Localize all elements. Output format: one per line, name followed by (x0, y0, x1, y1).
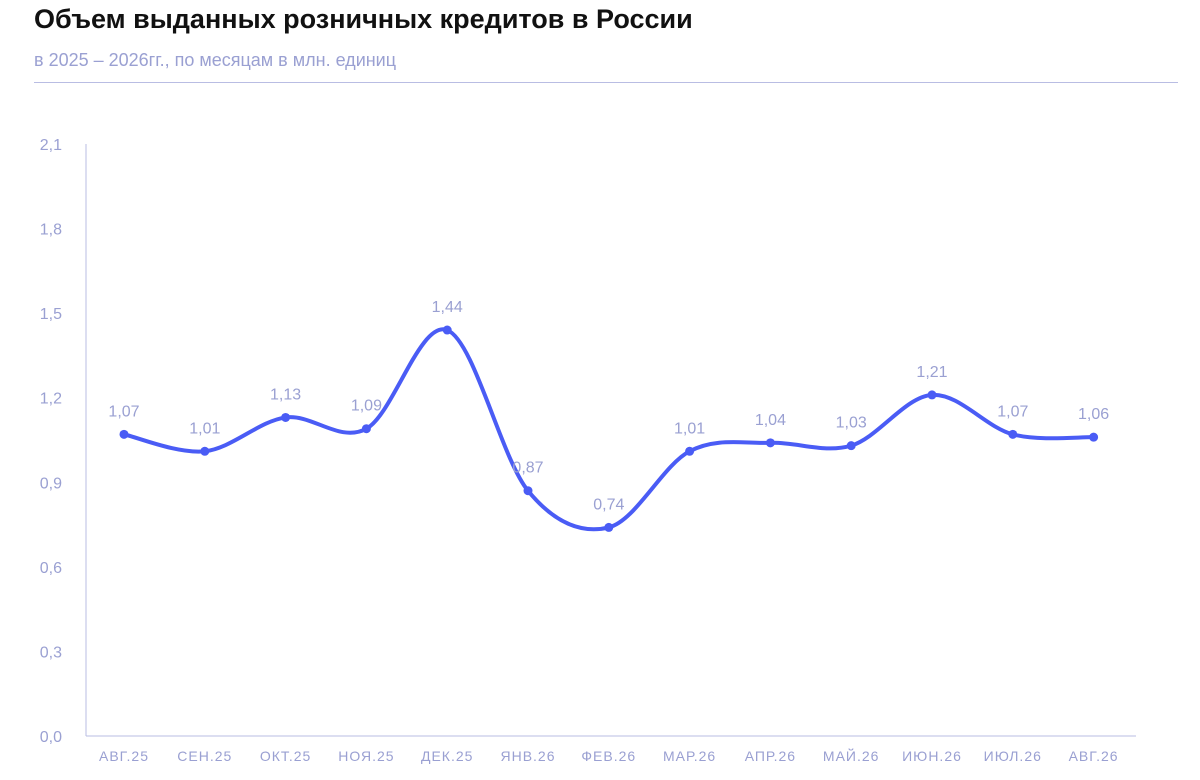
data-point (846, 441, 856, 451)
chart-subtitle: в 2025 – 2026гг., по месяцам в млн. един… (34, 50, 397, 70)
data-points (119, 325, 1099, 532)
x-tick-label: ОКТ.25 (260, 748, 312, 764)
y-axis: 0,0 0,3 0,6 0,9 1,2 1,5 1,8 2,1 (40, 137, 87, 746)
data-label: 1,03 (836, 415, 867, 432)
chart-title: Объем выданных розничных кредитов в Росс… (34, 4, 693, 34)
header-divider (34, 82, 1178, 83)
x-tick-label: МАР.26 (663, 748, 716, 764)
data-label: 1,04 (755, 412, 786, 429)
data-point (765, 438, 775, 448)
x-axis: АВГ.25 СЕН.25 ОКТ.25 НОЯ.25 ДЕК.25 ЯНВ.26 ФЕВ.… (86, 735, 1136, 764)
data-label: 1,44 (432, 299, 463, 316)
data-label: 0,74 (593, 496, 624, 513)
x-tick-label: АВГ.26 (1069, 748, 1119, 764)
data-point (685, 446, 695, 456)
data-label: 0,87 (512, 460, 543, 477)
data-point (442, 325, 452, 335)
y-tick-label: 1,8 (40, 222, 62, 239)
x-tick-label: ЯНВ.26 (500, 748, 555, 764)
x-tick-label: СЕН.25 (177, 748, 232, 764)
data-point (927, 390, 937, 400)
data-point (281, 412, 291, 422)
data-labels: 1,07 1,01 1,13 1,09 1,44 0,87 0,74 1,01 1,04 1,03… (108, 299, 1109, 513)
data-label: 1,21 (916, 364, 947, 381)
x-tick-label: АПР.26 (745, 748, 796, 764)
y-tick-label: 2,1 (40, 137, 62, 154)
data-label: 1,07 (108, 403, 139, 420)
y-tick-label: 1,2 (40, 391, 62, 408)
y-tick-label: 1,5 (40, 306, 62, 323)
data-point (1008, 429, 1018, 439)
data-label: 1,06 (1078, 406, 1109, 423)
data-label: 1,01 (189, 420, 220, 437)
x-tick-label: ИЮН.26 (902, 748, 962, 764)
x-tick-label: ФЕВ.26 (581, 748, 636, 764)
x-tick-label: НОЯ.25 (338, 748, 394, 764)
data-point (119, 429, 129, 439)
x-tick-label: МАЙ.26 (823, 747, 880, 764)
y-tick-label: 0,9 (40, 475, 62, 492)
data-label: 1,07 (997, 403, 1028, 420)
y-tick-label: 0,6 (40, 560, 62, 577)
y-tick-label: 0,0 (40, 729, 62, 746)
x-tick-label: ИЮЛ.26 (984, 748, 1042, 764)
data-point (523, 486, 533, 496)
data-point (200, 446, 210, 456)
data-point (1089, 432, 1099, 442)
y-tick-label: 0,3 (40, 644, 62, 661)
data-point (361, 424, 371, 434)
data-label: 1,13 (270, 386, 301, 403)
x-tick-label: АВГ.25 (99, 748, 149, 764)
x-tick-label: ДЕК.25 (421, 748, 473, 764)
data-label: 1,09 (351, 398, 382, 415)
data-point (604, 522, 614, 532)
data-label: 1,01 (674, 420, 705, 437)
